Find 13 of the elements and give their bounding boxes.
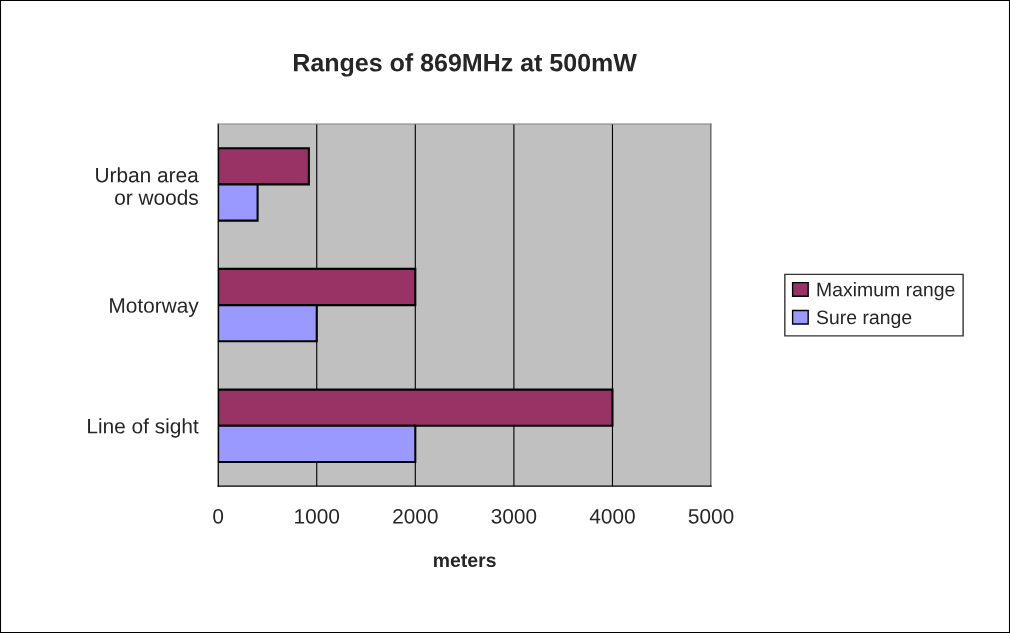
x-tick-label: 5000 xyxy=(688,508,734,524)
x-axis-title: meters xyxy=(434,554,496,568)
x-tick-label: 4000 xyxy=(589,508,635,524)
x-tick-label: 2000 xyxy=(393,508,438,524)
y-tick-label: Line of sight xyxy=(88,418,199,438)
x-tick-label: 3000 xyxy=(491,508,537,524)
x-tick-label: 0 xyxy=(213,508,224,524)
legend-label: Sure range xyxy=(816,310,912,329)
chart-title: Ranges of 869MHz at 500mW xyxy=(294,53,637,77)
y-tick-label: Urban area or woods xyxy=(96,167,199,205)
legend-label: Maximum range xyxy=(817,282,955,301)
x-tick-label: 1000 xyxy=(295,508,340,524)
y-tick-label: Motorway xyxy=(110,298,199,317)
